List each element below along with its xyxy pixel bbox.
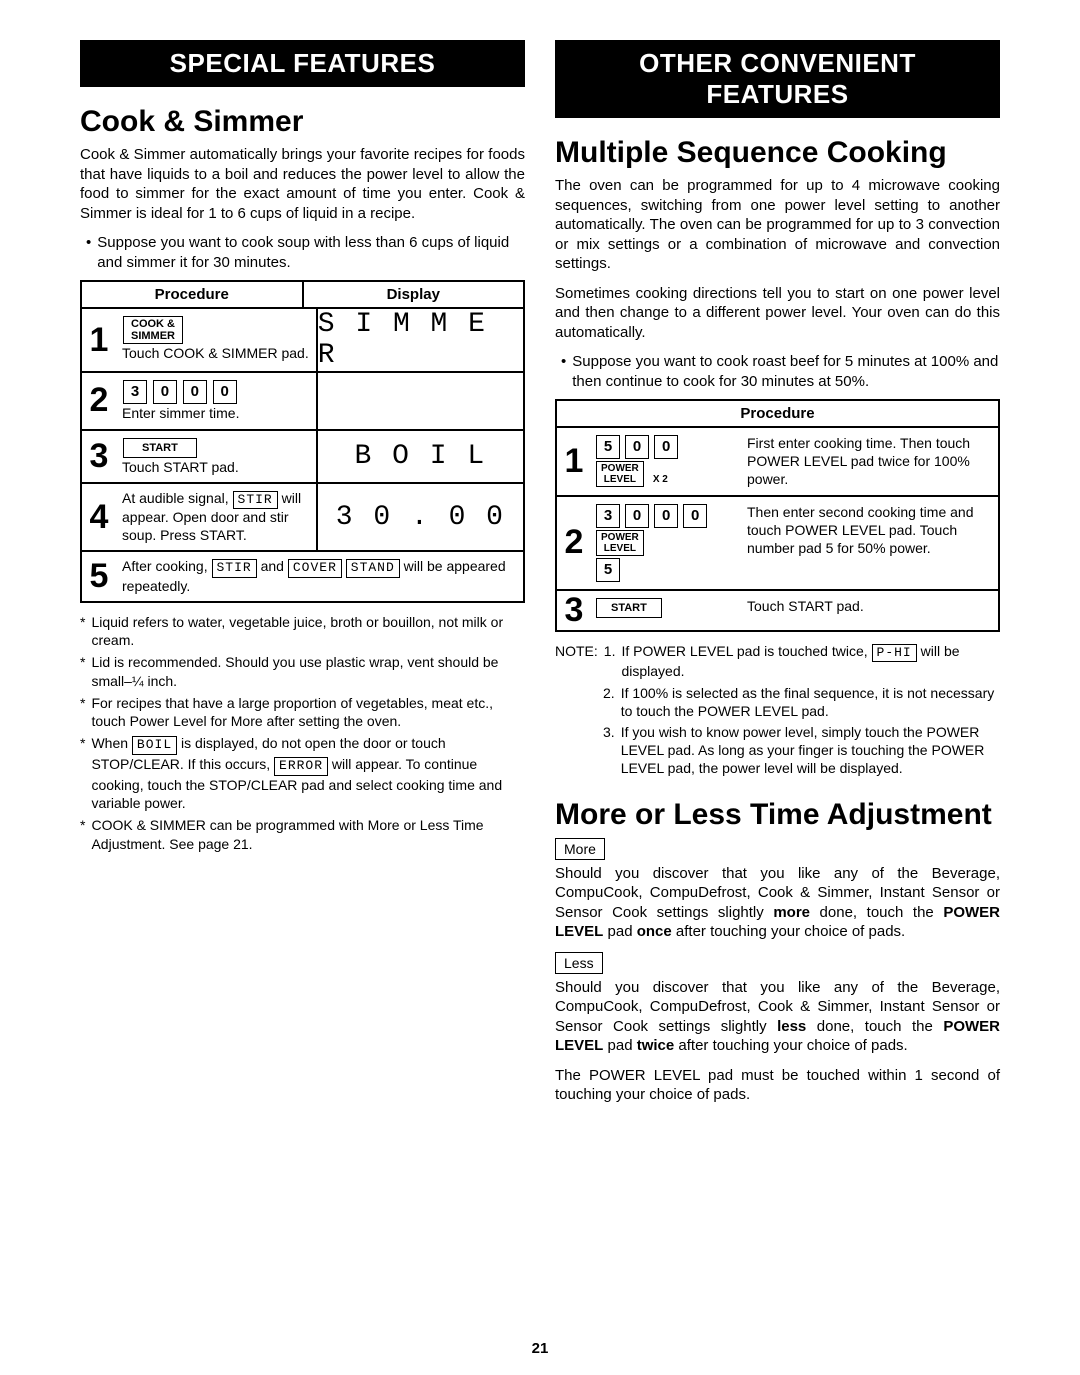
step-number: 2 (557, 497, 591, 589)
step-text: Touch START pad. (122, 459, 239, 475)
digit-key: 0 (625, 435, 649, 459)
table-row: 3 START Touch START pad. B O I L (82, 431, 523, 485)
bullet-text: Suppose you want to cook soup with less … (97, 233, 525, 272)
footnote: Lid is recommended. Should you use plast… (91, 653, 525, 689)
digit-key: 5 (596, 435, 620, 459)
cook-simmer-intro: Cook & Simmer automatically brings your … (80, 145, 525, 223)
step-number: 5 (82, 552, 116, 601)
boil-indicator: BOIL (132, 736, 177, 755)
digit-key: 0 (654, 435, 678, 459)
digit-key: 0 (654, 504, 678, 528)
footnote: Liquid refers to water, vegetable juice,… (91, 613, 525, 649)
table-row: 1 COOK & SIMMER Touch COOK & SIMMER pad.… (82, 309, 523, 373)
stir-indicator: STIR (233, 491, 278, 509)
more-label: More (555, 838, 605, 860)
footnotes: *Liquid refers to water, vegetable juice… (80, 613, 525, 853)
footnote: COOK & SIMMER can be programmed with Mor… (91, 816, 525, 852)
phi-indicator: P-HI (872, 644, 917, 663)
col-header-procedure: Procedure (82, 282, 304, 307)
notes: NOTE: 1. If POWER LEVEL pad is touched t… (555, 642, 1000, 778)
step-content: At audible signal, STIR will appear. Ope… (116, 484, 316, 550)
page-number: 21 (0, 1340, 1080, 1357)
multiple-seq-intro1: The oven can be programmed for up to 4 m… (555, 176, 1000, 274)
multiple-seq-intro2: Sometimes cooking directions tell you to… (555, 284, 1000, 343)
multiple-seq-title: Multiple Sequence Cooking (555, 136, 1000, 170)
footnote: When BOIL is displayed, do not open the … (91, 734, 525, 812)
display-cell: B O I L (316, 431, 523, 483)
step-number: 1 (82, 309, 116, 371)
special-features-banner: SPECIAL FEATURES (80, 40, 525, 87)
cook-simmer-key: COOK & SIMMER (123, 316, 183, 344)
bullet-icon: • (86, 233, 91, 272)
step-number: 2 (82, 373, 116, 429)
note-text: If POWER LEVEL pad is touched twice, P-H… (621, 642, 1000, 681)
x2-label: X 2 (649, 473, 672, 486)
col-header-procedure: Procedure (557, 401, 998, 426)
step-content: START Touch START pad. (116, 431, 316, 483)
more-text: Should you discover that you like any of… (555, 864, 1000, 942)
final-note: The POWER LEVEL pad must be touched with… (555, 1066, 1000, 1105)
digit-key: 0 (153, 380, 177, 404)
digit-key: 5 (596, 558, 620, 582)
table-row: 1 5 0 0 POWER LEVEL X 2 First enter cook… (557, 428, 998, 497)
bullet-icon: • (561, 352, 566, 391)
step-inputs: START (591, 591, 741, 625)
note-text: If 100% is selected as the final sequenc… (621, 684, 1000, 720)
col-header-display: Display (304, 282, 524, 307)
display-cell: S I M M E R (316, 309, 523, 371)
display-cell: 3 0 . 0 0 (316, 484, 523, 550)
power-level-key: POWER LEVEL (596, 461, 644, 487)
cook-simmer-table: Procedure Display 1 COOK & SIMMER Touch … (80, 280, 525, 603)
cook-simmer-example: • Suppose you want to cook soup with les… (80, 233, 525, 272)
step-inputs: 5 0 0 POWER LEVEL X 2 (591, 428, 741, 494)
bullet-text: Suppose you want to cook roast beef for … (572, 352, 1000, 391)
step-text: Touch COOK & SIMMER pad. (122, 345, 309, 361)
step-inputs: 3 0 0 0 POWER LEVEL 5 (591, 497, 741, 589)
stir-indicator: STIR (212, 559, 257, 577)
step-desc: Then enter second cooking time and touch… (741, 497, 998, 564)
step-desc: First enter cooking time. Then touch POW… (741, 428, 998, 495)
step-desc: Touch START pad. (741, 591, 998, 621)
digit-key: 3 (123, 380, 147, 404)
left-column: SPECIAL FEATURES Cook & Simmer Cook & Si… (80, 40, 525, 1115)
digit-key: 0 (683, 504, 707, 528)
table-row: 3 START Touch START pad. (557, 591, 998, 630)
note-text: If you wish to know power level, simply … (621, 723, 1000, 778)
step-number: 4 (82, 484, 116, 550)
step-content: COOK & SIMMER Touch COOK & SIMMER pad. (116, 309, 316, 371)
table-row: 4 At audible signal, STIR will appear. O… (82, 484, 523, 552)
multiple-seq-example: • Suppose you want to cook roast beef fo… (555, 352, 1000, 391)
display-cell (316, 373, 523, 429)
digit-key: 0 (625, 504, 649, 528)
step-number: 1 (557, 428, 591, 495)
table-row: 5 After cooking, STIR and COVER STAND wi… (82, 552, 523, 601)
multiple-seq-table: Procedure 1 5 0 0 POWER LEVEL X 2 First … (555, 399, 1000, 632)
error-indicator: ERROR (274, 757, 328, 776)
table-row: 2 3 0 0 0 POWER LEVEL 5 Then enter secon… (557, 497, 998, 591)
more-less-title: More or Less Time Adjustment (555, 798, 1000, 832)
step-number: 3 (557, 591, 591, 630)
digit-key: 3 (596, 504, 620, 528)
less-text: Should you discover that you like any of… (555, 978, 1000, 1056)
other-features-banner: OTHER CONVENIENT FEATURES (555, 40, 1000, 118)
step-content: 3 0 0 0 Enter simmer time. (116, 373, 316, 429)
cook-simmer-title: Cook & Simmer (80, 105, 525, 139)
digit-key: 0 (183, 380, 207, 404)
power-level-key: POWER LEVEL (596, 530, 644, 556)
start-key: START (123, 438, 197, 458)
table-row: 2 3 0 0 0 Enter simmer time. (82, 373, 523, 431)
right-column: OTHER CONVENIENT FEATURES Multiple Seque… (555, 40, 1000, 1115)
less-label: Less (555, 952, 603, 974)
step-text: Enter simmer time. (122, 405, 239, 421)
cover-indicator: COVER (288, 559, 342, 577)
footnote: For recipes that have a large proportion… (91, 694, 525, 730)
step-number: 3 (82, 431, 116, 483)
start-key: START (596, 598, 662, 618)
stand-indicator: STAND (346, 559, 400, 577)
note-label: NOTE: (555, 642, 598, 681)
digit-key: 0 (213, 380, 237, 404)
step-content: After cooking, STIR and COVER STAND will… (116, 552, 523, 601)
